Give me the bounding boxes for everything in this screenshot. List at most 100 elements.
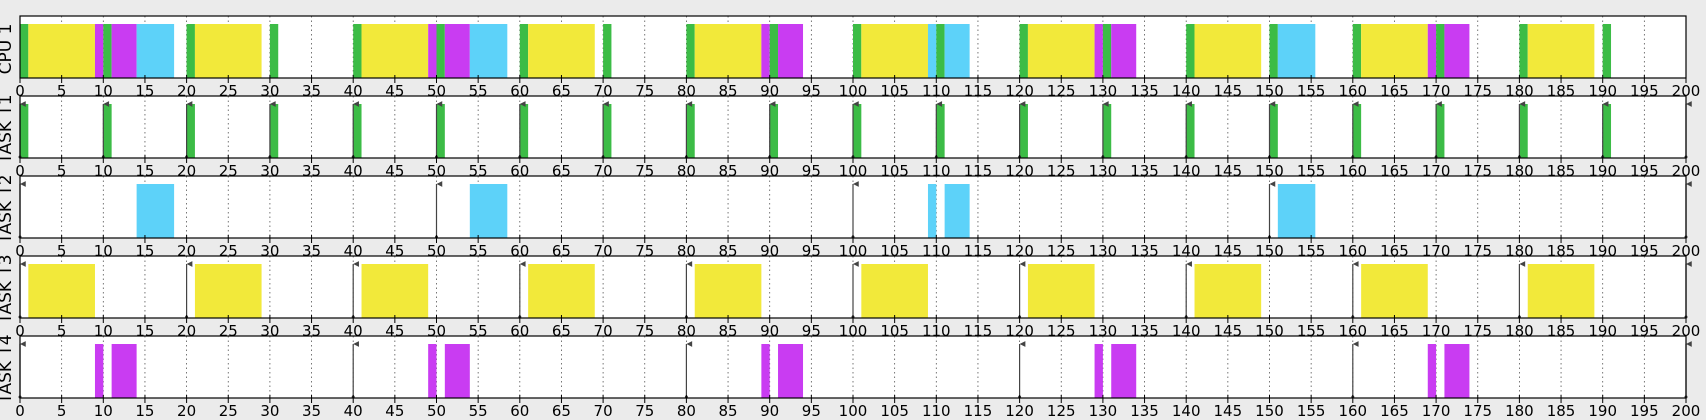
- segment-t1: [519, 104, 529, 158]
- segment-t3: [1361, 24, 1428, 78]
- segment-t1: [853, 104, 862, 158]
- segment-t1: [103, 104, 112, 158]
- segment-t3: [1027, 24, 1095, 78]
- x-tick-label: 170: [1422, 402, 1451, 420]
- segment-t3: [1527, 24, 1595, 78]
- segment-t1: [20, 104, 29, 158]
- x-tick-label: 150: [1255, 402, 1284, 420]
- segment-t4: [1094, 344, 1103, 398]
- x-tick-label: 75: [635, 402, 654, 420]
- segment-t2: [136, 184, 175, 238]
- segment-t3: [28, 264, 95, 318]
- x-tick-label: 95: [802, 402, 821, 420]
- segment-t1: [519, 24, 529, 78]
- x-tick-label: 180: [1505, 402, 1534, 420]
- x-tick-label: 40: [344, 402, 363, 420]
- segment-t2: [927, 184, 937, 238]
- x-tick-label: 130: [1089, 402, 1118, 420]
- segment-t3: [861, 264, 928, 318]
- x-tick-label: 5: [57, 162, 67, 180]
- segment-t3: [861, 24, 928, 78]
- segment-t4: [1444, 344, 1470, 398]
- segment-t1: [186, 104, 195, 158]
- segment-t1: [936, 104, 945, 158]
- segment-t2: [469, 184, 508, 238]
- segment-t1: [353, 104, 362, 158]
- x-tick-label: 100: [839, 402, 868, 420]
- segment-t4: [761, 344, 770, 398]
- segment-t4: [444, 344, 470, 398]
- segment-t3: [194, 24, 262, 78]
- segment-t3: [28, 24, 95, 78]
- segment-t4: [94, 24, 104, 78]
- segment-t4: [1111, 24, 1137, 78]
- segment-t4: [761, 24, 770, 78]
- x-tick-label: 145: [1214, 402, 1243, 420]
- x-tick-label: 190: [1588, 402, 1617, 420]
- segment-t1: [1436, 24, 1445, 78]
- x-tick-label: 0: [15, 402, 25, 420]
- x-tick-label: 105: [880, 402, 909, 420]
- segment-t2: [927, 24, 937, 78]
- x-tick-label: 0: [15, 322, 25, 340]
- x-tick-label: 85: [719, 402, 738, 420]
- segment-t1: [269, 24, 279, 78]
- segment-t3: [1361, 264, 1428, 318]
- segment-t2: [944, 24, 970, 78]
- segment-t4: [444, 24, 470, 78]
- x-tick-label: 25: [219, 402, 238, 420]
- segment-t2: [1277, 24, 1316, 78]
- x-tick-label: 155: [1297, 402, 1326, 420]
- segment-t1: [853, 24, 862, 78]
- x-tick-label: 175: [1463, 402, 1492, 420]
- x-tick-label: 200: [1672, 402, 1701, 420]
- x-tick-label: 45: [385, 402, 404, 420]
- x-tick-label: 110: [922, 402, 951, 420]
- row-label-task-t3: TASK T3: [0, 254, 16, 324]
- segment-t1: [936, 24, 945, 78]
- segment-t4: [111, 24, 137, 78]
- x-tick-label: 90: [760, 402, 779, 420]
- x-tick-label: 165: [1380, 402, 1409, 420]
- segment-t4: [94, 344, 104, 398]
- segment-t1: [1019, 24, 1028, 78]
- segment-t4: [778, 24, 804, 78]
- segment-t1: [186, 24, 195, 78]
- row-label-cpu-1: CPU 1: [0, 24, 16, 75]
- x-tick-label: 195: [1630, 402, 1659, 420]
- segment-t1: [686, 104, 695, 158]
- x-tick-label: 5: [57, 242, 67, 260]
- x-tick-label: 125: [1047, 402, 1076, 420]
- x-tick-label: 0: [15, 82, 25, 100]
- segment-t3: [361, 264, 429, 318]
- segment-t4: [1444, 24, 1470, 78]
- segment-t3: [528, 264, 595, 318]
- segment-t4: [778, 344, 804, 398]
- segment-t1: [1269, 104, 1278, 158]
- segment-t3: [1194, 24, 1262, 78]
- segment-t3: [694, 24, 762, 78]
- x-tick-label: 55: [469, 402, 488, 420]
- segment-t1: [20, 24, 29, 78]
- x-tick-label: 10: [94, 402, 113, 420]
- segment-t2: [136, 24, 175, 78]
- x-tick-label: 0: [15, 242, 25, 260]
- x-tick-label: 30: [260, 402, 279, 420]
- segment-t1: [1352, 104, 1362, 158]
- x-tick-label: 20: [177, 402, 196, 420]
- x-tick-label: 15: [135, 402, 154, 420]
- row-label-task-t4: TASK T4: [0, 334, 16, 404]
- x-tick-label: 160: [1338, 402, 1367, 420]
- segment-t1: [1519, 24, 1528, 78]
- x-tick-label: 0: [15, 162, 25, 180]
- segment-t1: [1519, 104, 1528, 158]
- x-tick-label: 50: [427, 402, 446, 420]
- segment-t4: [111, 344, 137, 398]
- x-tick-label: 60: [510, 402, 529, 420]
- segment-t1: [436, 24, 445, 78]
- segment-t1: [603, 104, 612, 158]
- segment-t1: [1019, 104, 1028, 158]
- segment-t1: [1186, 24, 1195, 78]
- segment-t1: [769, 104, 779, 158]
